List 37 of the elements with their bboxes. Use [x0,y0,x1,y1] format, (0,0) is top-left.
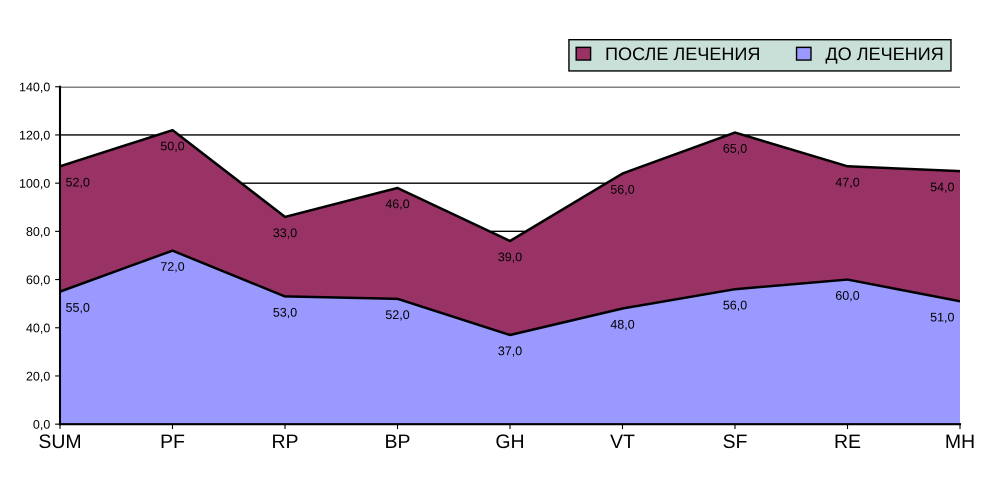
y-tick-label: 100,0 [20,178,50,190]
x-tick-label: RP [273,434,298,448]
legend-label: ПОСЛЕ ЛЕЧЕНИЯ [606,47,759,60]
data-label: 60,0 [836,291,860,302]
data-label: 52,0 [66,178,90,188]
y-tick-label: 120,0 [20,130,50,142]
x-tick-label: PF [162,434,184,448]
data-label: 56,0 [723,300,747,311]
x-tick-label: VT [610,434,634,448]
data-label: 39,0 [498,252,522,263]
data-label: 46,0 [386,199,410,210]
y-tick-label: 40,0 [26,324,50,334]
y-tick-label: 80,0 [26,227,50,238]
data-label: 52,0 [386,310,410,321]
data-label: 37,0 [498,346,522,357]
data-label: 72,0 [160,262,184,272]
data-label: 55,0 [66,303,90,314]
x-tick-label: RE [836,434,860,448]
data-label: 47,0 [836,178,860,188]
y-tick-label: 20,0 [26,372,50,382]
y-tick-label: 140,0 [20,82,50,93]
data-label: 48,0 [610,320,634,330]
data-label: 56,0 [610,184,634,196]
data-label: 51,0 [930,312,954,324]
y-tick-label: 60,0 [26,275,50,286]
x-tick-label: BP [386,434,410,448]
x-tick-label: GH [496,434,523,448]
data-label: 65,0 [723,144,747,154]
x-tick-label: SUM [39,434,80,448]
data-label: 50,0 [160,142,184,152]
data-label: 53,0 [273,308,297,318]
x-tick-label: SF [723,434,747,448]
y-tick-label: 0,0 [33,420,50,430]
data-label: 33,0 [273,228,297,239]
legend-label: ДО ЛЕЧЕНИЯ [826,47,942,64]
x-tick-label: MH [946,434,974,448]
data-label: 54,0 [930,182,954,193]
